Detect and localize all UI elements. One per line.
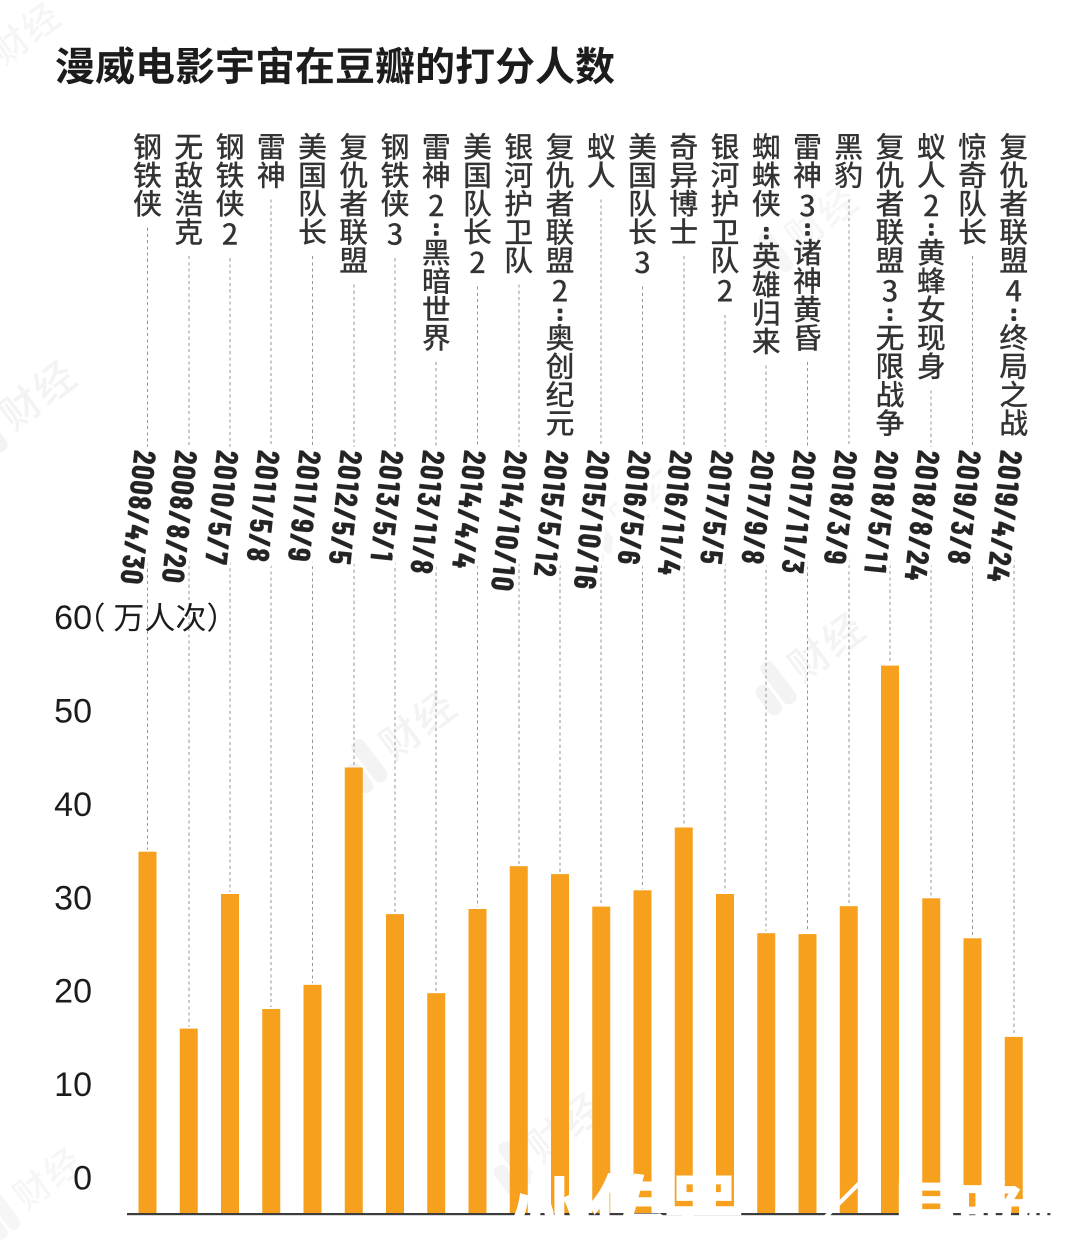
svg-text:20: 20 xyxy=(54,973,92,1011)
svg-text:40: 40 xyxy=(54,786,92,824)
svg-text:60: 60 xyxy=(54,599,92,637)
svg-text:50: 50 xyxy=(54,692,92,730)
svg-text:30: 30 xyxy=(54,879,92,917)
svg-text:0: 0 xyxy=(73,1159,92,1197)
svg-text:10: 10 xyxy=(54,1066,92,1104)
